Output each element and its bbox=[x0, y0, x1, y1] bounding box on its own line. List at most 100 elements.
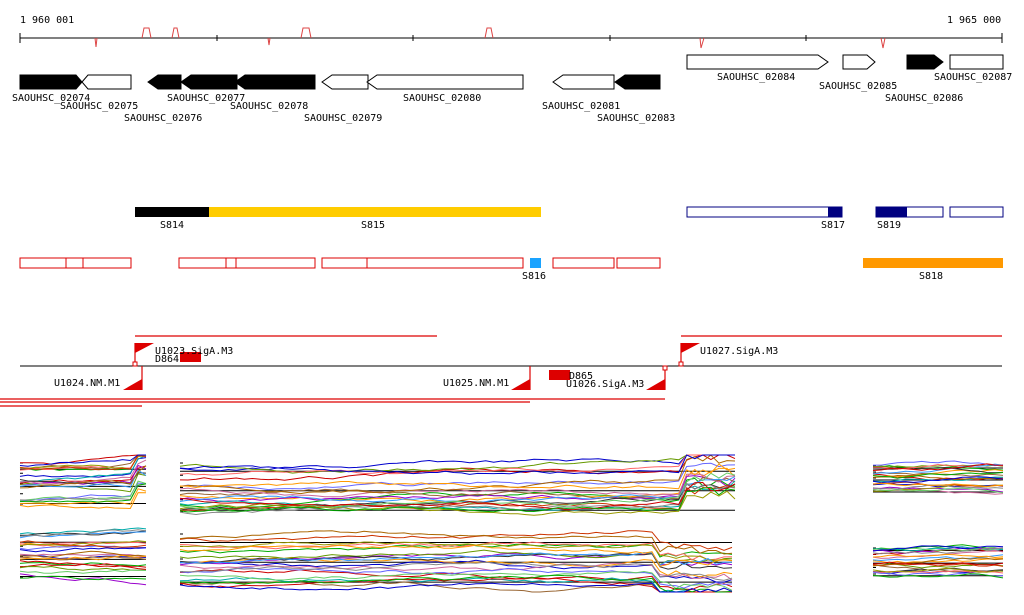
gene-label: SAOUHSC_02083 bbox=[597, 113, 675, 124]
segment-bar[interactable] bbox=[863, 258, 1003, 268]
segment-bar[interactable] bbox=[209, 207, 541, 217]
expression-profiles bbox=[19, 454, 1004, 593]
expression-profile-line bbox=[19, 492, 147, 510]
segment-label: S818 bbox=[919, 271, 943, 282]
expression-profile-line bbox=[179, 582, 733, 593]
segment-bar[interactable] bbox=[828, 207, 842, 217]
segment-bar[interactable] bbox=[876, 207, 907, 217]
gene-arrow[interactable] bbox=[842, 54, 876, 70]
expression-profile-line bbox=[872, 476, 1004, 484]
segment-outline[interactable] bbox=[616, 257, 661, 269]
expression-profile-line bbox=[19, 454, 147, 471]
ruler-start-label: 1 960 001 bbox=[20, 15, 74, 26]
segment-bar[interactable] bbox=[135, 207, 209, 217]
segment-track: S814 S815 S816 S817 S818 S819 bbox=[19, 206, 1004, 282]
gene-label: SAOUHSC_02077 bbox=[167, 93, 245, 104]
expression-profile-line bbox=[179, 463, 736, 490]
expression-profile-line bbox=[19, 554, 147, 561]
expression-profile-line bbox=[179, 556, 733, 578]
expression-profile-line bbox=[19, 529, 147, 537]
expression-profile-line bbox=[179, 530, 733, 551]
gene-label: SAOUHSC_02084 bbox=[717, 72, 795, 83]
gene-arrow[interactable] bbox=[614, 74, 661, 90]
expression-profile-line bbox=[872, 545, 1004, 552]
promoter-flag[interactable] bbox=[123, 379, 142, 390]
expression-profile-line bbox=[872, 486, 1004, 493]
gene-arrow[interactable] bbox=[906, 54, 944, 70]
gene-label: SAOUHSC_02078 bbox=[230, 101, 308, 112]
expression-profile-line bbox=[873, 460, 1004, 467]
expression-profile-line bbox=[179, 570, 733, 591]
gene-label: SAOUHSC_02087 bbox=[934, 72, 1012, 83]
expression-profile-line bbox=[19, 454, 146, 467]
expression-profile-line bbox=[19, 488, 147, 506]
expression-profile-line bbox=[872, 557, 1004, 564]
segment-outline[interactable] bbox=[19, 257, 132, 269]
expression-profile-line bbox=[872, 487, 1004, 494]
expression-profile-line bbox=[179, 544, 733, 567]
expression-profile-line bbox=[179, 559, 733, 583]
promoter-flag[interactable] bbox=[646, 379, 665, 390]
promoter-flag[interactable] bbox=[135, 343, 154, 353]
segment-bar[interactable] bbox=[530, 258, 541, 268]
segment-outline[interactable] bbox=[552, 257, 615, 269]
expression-profile-line bbox=[179, 490, 736, 516]
expression-profile-line bbox=[179, 454, 736, 495]
expression-profile-line bbox=[19, 483, 147, 502]
expression-profile-line bbox=[872, 553, 1004, 559]
gene-arrow[interactable] bbox=[81, 74, 132, 90]
terminator-block[interactable] bbox=[549, 370, 570, 380]
gene-label: SAOUHSC_02086 bbox=[885, 93, 963, 104]
feature-track: U1023.SigA.M3 D864 U1024.NM.M1 U1025.NM.… bbox=[0, 335, 1002, 407]
feature-label: U1026.SigA.M3 bbox=[566, 379, 644, 390]
feature-label: U1023.SigA.M3 bbox=[155, 346, 233, 357]
segment-bar[interactable] bbox=[949, 206, 1004, 218]
expression-profile-line bbox=[872, 561, 1004, 566]
segment-bar[interactable] bbox=[686, 206, 843, 218]
expression-profile-line bbox=[872, 573, 1004, 579]
gene-label: SAOUHSC_02085 bbox=[819, 81, 897, 92]
expression-profile-line bbox=[19, 575, 147, 581]
segment-outline[interactable] bbox=[321, 257, 524, 269]
gene-arrow[interactable] bbox=[552, 74, 615, 90]
gene-box[interactable] bbox=[949, 54, 1004, 70]
gene-arrow[interactable] bbox=[686, 54, 829, 70]
expression-profile-line bbox=[179, 576, 733, 593]
gene-arrow[interactable] bbox=[366, 74, 524, 90]
gene-arrow[interactable] bbox=[19, 74, 83, 90]
expression-profile-line bbox=[179, 454, 735, 475]
expression-profile-line bbox=[19, 553, 147, 557]
expression-profile-line bbox=[872, 482, 1004, 488]
gene-label: SAOUHSC_02075 bbox=[60, 101, 138, 112]
segment-label: S819 bbox=[877, 220, 901, 231]
expression-profile-line bbox=[872, 547, 1004, 555]
expression-profile-line bbox=[19, 473, 147, 493]
gene-arrow[interactable] bbox=[180, 74, 238, 90]
segment-outline[interactable] bbox=[178, 257, 316, 269]
expression-profile-line bbox=[179, 454, 735, 476]
expression-profile-line bbox=[872, 472, 1004, 479]
expression-profile-line bbox=[19, 540, 147, 548]
expression-profile-line bbox=[179, 473, 736, 498]
gene-arrow[interactable] bbox=[234, 74, 316, 90]
gene-label: SAOUHSC_02081 bbox=[542, 101, 620, 112]
expression-profile-line bbox=[179, 574, 733, 593]
expression-profile-line bbox=[19, 540, 147, 547]
coordinate-ruler: 1 960 001 1 965 000 bbox=[19, 15, 1003, 49]
feature-label: U1025.NM.M1 bbox=[443, 378, 509, 389]
feature-label: D865 bbox=[569, 371, 593, 382]
terminator-block[interactable] bbox=[180, 352, 201, 362]
gene-arrow[interactable] bbox=[321, 74, 369, 90]
gene-arrow[interactable] bbox=[147, 74, 182, 90]
expression-profile-line bbox=[19, 569, 147, 574]
expression-profile-line bbox=[19, 465, 147, 489]
expression-profile-line bbox=[179, 561, 733, 581]
segment-label: S815 bbox=[361, 220, 385, 231]
expression-profile-line bbox=[20, 454, 146, 465]
promoter-flag[interactable] bbox=[681, 343, 700, 353]
promoter-flag[interactable] bbox=[511, 379, 530, 390]
expression-profile-line bbox=[179, 552, 733, 566]
expression-profile-line bbox=[179, 462, 736, 491]
expression-profile-line bbox=[19, 560, 147, 570]
